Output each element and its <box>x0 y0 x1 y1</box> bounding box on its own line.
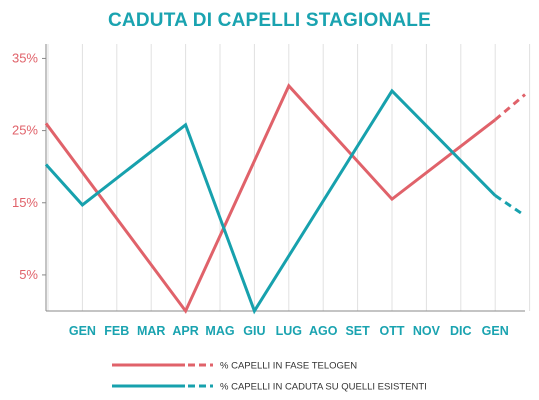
y-tick-label: 5% <box>19 267 38 282</box>
y-tick-label: 35% <box>12 50 38 65</box>
x-tick-label: OTT <box>380 324 405 338</box>
x-tick-label: MAG <box>205 324 234 338</box>
x-tick-label: GEN <box>482 324 509 338</box>
x-tick-label: GIU <box>243 324 265 338</box>
series-projection-2 <box>494 194 526 217</box>
x-tick-label: APR <box>172 324 198 338</box>
chart-title: CADUTA DI CAPELLI STAGIONALE <box>108 10 431 31</box>
x-tick-label: NOV <box>413 324 441 338</box>
legend-label: % CAPELLI IN FASE TELOGEN <box>220 361 357 372</box>
x-tick-label: GEN <box>69 324 96 338</box>
x-tick-label: FEB <box>104 324 129 338</box>
y-tick-label: 15% <box>12 195 38 210</box>
x-tick-label: DIC <box>450 324 472 338</box>
x-tick-label: LUG <box>276 324 302 338</box>
legend-label: % CAPELLI IN CADUTA SU QUELLI ESISTENTI <box>220 382 427 393</box>
x-tick-label: SET <box>345 324 370 338</box>
series-line-2 <box>44 88 497 315</box>
x-tick-label: AGO <box>309 324 338 338</box>
series-line-1 <box>44 83 497 314</box>
y-tick-label: 25% <box>12 123 38 138</box>
x-tick-label: MAR <box>137 324 165 338</box>
series-projection-1 <box>494 93 526 121</box>
